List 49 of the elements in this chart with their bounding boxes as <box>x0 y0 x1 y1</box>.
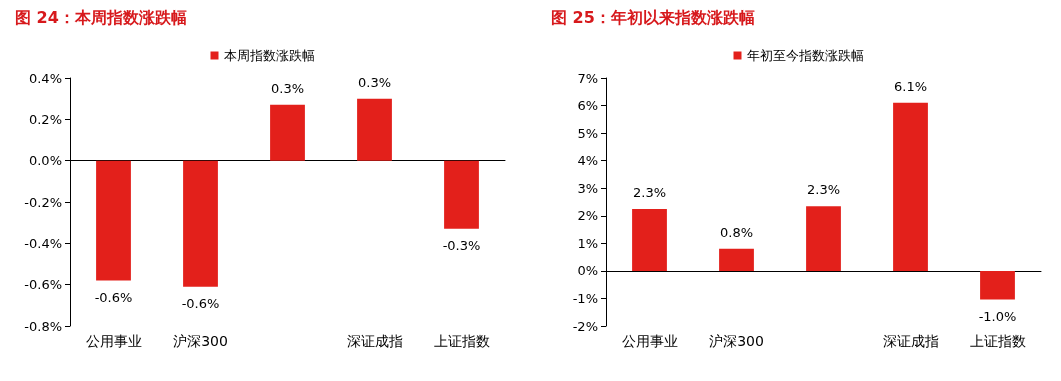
data-label: -1.0% <box>978 308 1017 324</box>
y-tick-label: 0% <box>577 263 598 279</box>
y-tick-label: -0.2% <box>24 194 62 210</box>
bar <box>270 104 305 161</box>
y-tick-label: 0.0% <box>28 153 62 169</box>
y-tick-label: -1% <box>572 290 598 306</box>
y-tick-label: -0.6% <box>24 277 62 293</box>
y-tick-label: 4% <box>577 153 598 169</box>
legend-label: 本周指数涨跌幅 <box>223 48 315 63</box>
chart-title: 图 25：年初以来指数涨跌幅 <box>551 7 755 27</box>
data-label: 2.3% <box>806 182 841 198</box>
data-label: 0.3% <box>270 80 305 96</box>
data-label: 2.3% <box>632 184 667 200</box>
y-tick-label: 1% <box>577 235 598 251</box>
bar <box>806 206 841 271</box>
y-tick-label: 0.4% <box>28 70 62 86</box>
data-label: 0.8% <box>719 224 754 240</box>
x-tick-label: 上证指数 <box>969 333 1026 349</box>
x-tick-label: 公用事业 <box>85 333 142 349</box>
data-label: -0.3% <box>442 237 481 253</box>
bar <box>980 270 1015 300</box>
x-tick-label: 深证成指 <box>882 333 939 349</box>
data-label: 6.1% <box>893 78 928 94</box>
y-tick-label: 7% <box>577 70 598 86</box>
bar <box>357 98 392 161</box>
data-label: -0.6% <box>94 289 133 305</box>
y-tick-label: 5% <box>577 125 598 141</box>
x-tick-label: 上证指数 <box>433 333 490 349</box>
bar <box>96 160 131 281</box>
y-tick-label: -2% <box>572 318 598 334</box>
y-tick-label: 0.2% <box>28 111 62 127</box>
y-tick-label: 2% <box>577 208 598 224</box>
x-tick-label: 深证成指 <box>346 333 403 349</box>
x-tick-label: 沪深300 <box>173 333 228 349</box>
x-tick-label: 沪深300 <box>709 333 764 349</box>
x-tick-label: 公用事业 <box>621 333 678 349</box>
y-tick-label: -0.4% <box>24 235 62 251</box>
y-tick-label: 6% <box>577 98 598 114</box>
bar <box>893 102 928 271</box>
y-tick-label: 3% <box>577 180 598 196</box>
data-label: 0.3% <box>357 74 392 90</box>
bar <box>444 160 479 229</box>
legend-label: 年初至今指数涨跌幅 <box>746 48 864 63</box>
bar <box>183 160 218 287</box>
y-tick-label: -0.8% <box>24 318 62 334</box>
bar <box>719 248 754 271</box>
bar <box>632 208 667 271</box>
data-label: -0.6% <box>181 295 220 311</box>
chart-title: 图 24：本周指数涨跌幅 <box>15 7 187 27</box>
